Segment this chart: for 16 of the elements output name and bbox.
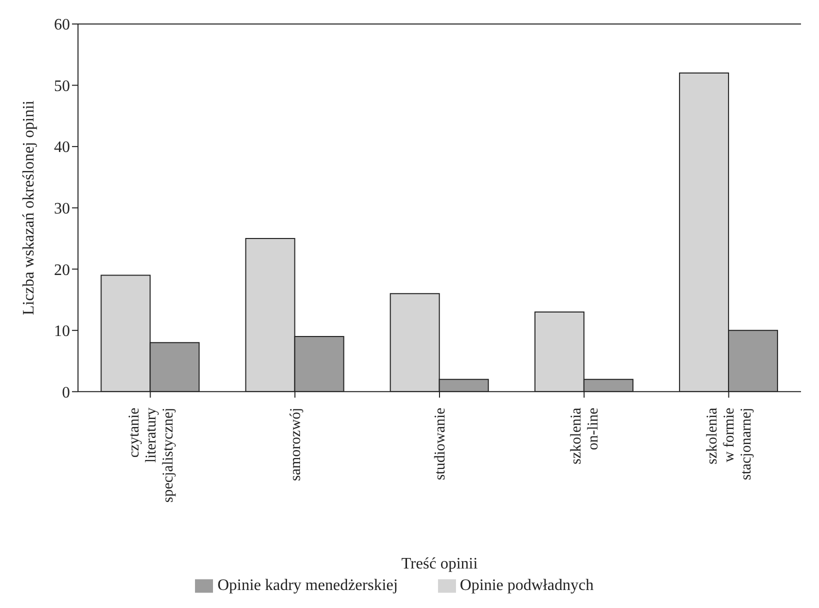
y-tick-label: 40 [54,139,70,156]
x-axis-title: Treść opinii [401,556,478,573]
y-tick-label: 50 [54,78,70,95]
x-tick-label: studiowanie [432,407,448,480]
x-tick-label: samorozwój [288,408,304,481]
y-axis-title: Liczba wskazań określonej opinii [20,100,38,316]
y-tick-label: 0 [62,384,70,402]
x-tick-label: czytanie literatury specjalistycznej [126,407,176,503]
y-tick-label: 30 [54,200,70,218]
y-tick-label: 20 [54,262,70,279]
y-tick-label: 60 [54,16,70,34]
y-tick-label: 10 [54,323,70,340]
legend-label: Opinie kadry menedżerskiej [217,576,398,594]
x-tick-label: szkolenia w formie stacjonarnej [704,407,755,480]
x-tick-label: szkolenia on-line [568,407,602,464]
legend-label: Opinie podwładnych [460,576,594,594]
